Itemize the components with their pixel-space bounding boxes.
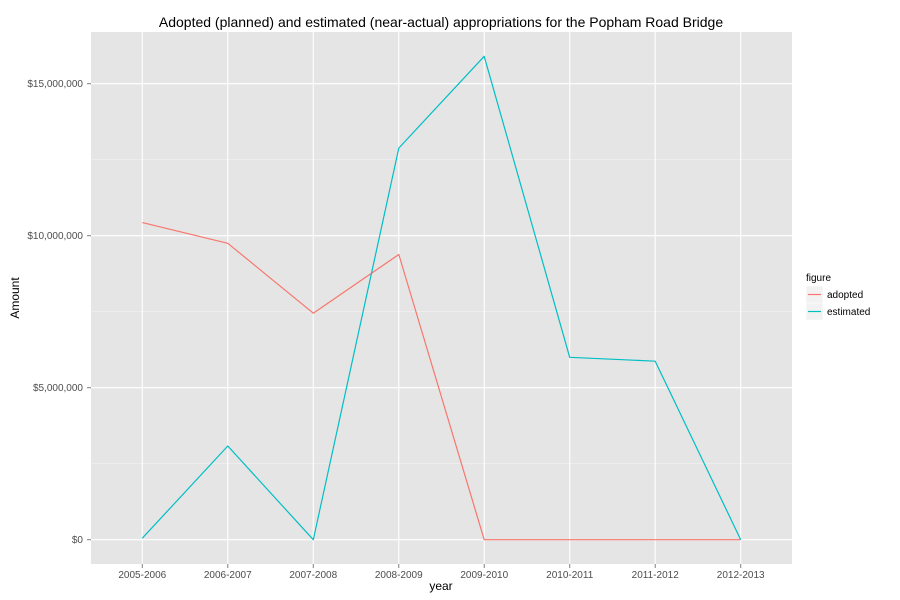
minor-gridlines xyxy=(91,159,792,464)
legend-title: figure xyxy=(806,273,831,284)
x-tick-label: 2012-2013 xyxy=(717,570,765,581)
y-tick-label: $0 xyxy=(72,535,84,546)
series-lines xyxy=(141,55,742,541)
chart-title: Adopted (planned) and estimated (near-ac… xyxy=(159,14,723,30)
x-tick-label: 2006-2007 xyxy=(204,570,252,581)
series-line-adopted xyxy=(142,222,741,541)
legend: figure adopted estimated xyxy=(805,273,870,321)
x-axis-title: year xyxy=(429,579,452,593)
x-tick-label: 2007-2008 xyxy=(289,570,337,581)
y-tick-label: $10,000,000 xyxy=(27,231,83,242)
x-axis-ticks: 2005-2006 2006-2007 2007-2008 2008-2009 2009… xyxy=(118,564,765,581)
plot-panel xyxy=(91,32,792,564)
legend-label-estimated: estimated xyxy=(827,307,870,318)
x-tick-label: 2005-2006 xyxy=(118,570,166,581)
y-axis-ticks: $0 $5,000,000 $10,000,000 $15,000,000 xyxy=(27,79,91,546)
y-axis-title: Amount xyxy=(8,277,22,319)
series-line-estimated xyxy=(141,55,742,541)
y-tick-label: $15,000,000 xyxy=(27,79,83,90)
y-tick-label: $5,000,000 xyxy=(33,383,83,394)
legend-label-adopted: adopted xyxy=(827,290,863,301)
x-tick-label: 2011-2012 xyxy=(632,570,680,581)
major-gridlines xyxy=(91,32,792,564)
x-tick-label: 2009-2010 xyxy=(460,570,508,581)
x-tick-label: 2010-2011 xyxy=(546,570,594,581)
x-tick-label: 2008-2009 xyxy=(375,570,423,581)
